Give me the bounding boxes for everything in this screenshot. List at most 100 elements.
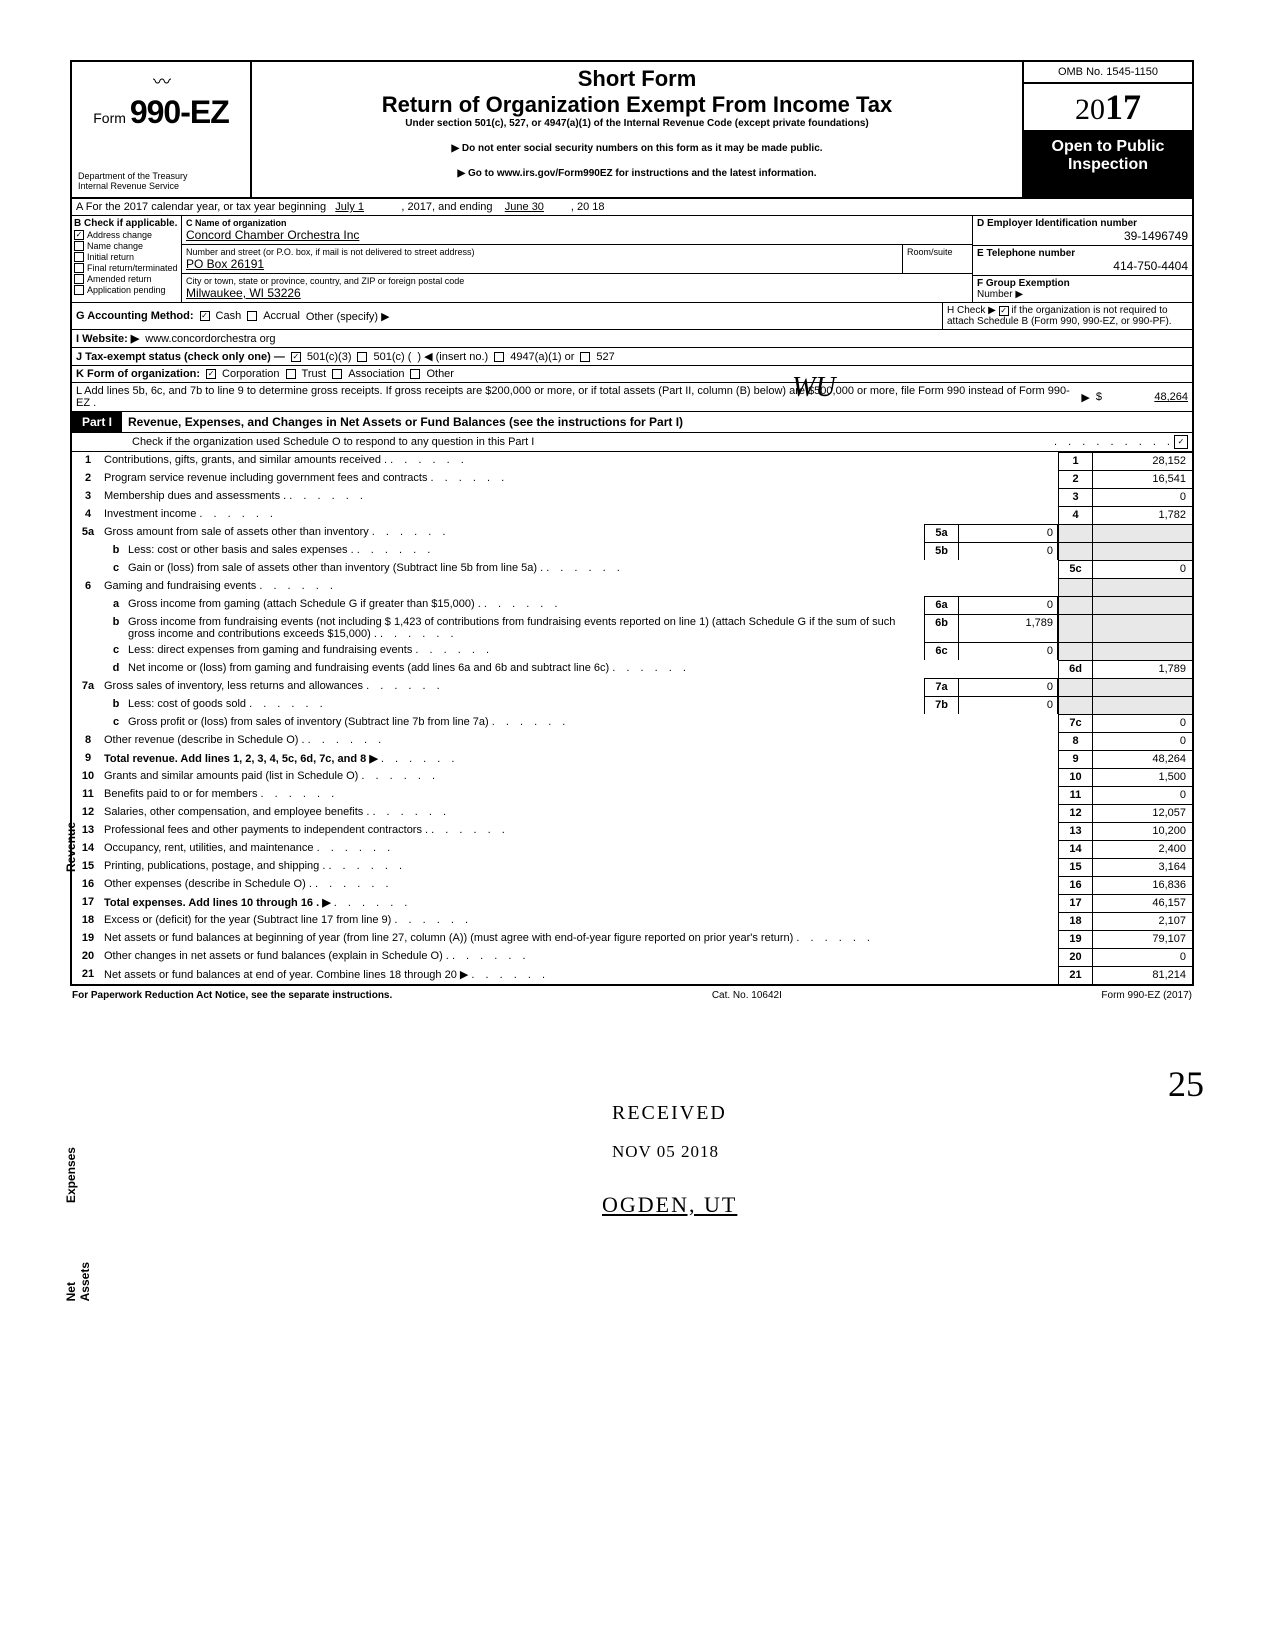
line-row: 18Excess or (deficit) for the year (Subt…: [72, 912, 1192, 930]
line-number: 12: [72, 804, 104, 822]
line-right-val: 0: [1092, 714, 1192, 732]
501c3-label: 501(c)(3): [307, 351, 352, 363]
line-right-num: 5c: [1058, 560, 1092, 578]
assoc-checkbox[interactable]: [332, 369, 342, 379]
line-desc: Occupancy, rent, utilities, and maintena…: [104, 840, 1058, 858]
col-b-item: ✓Address change: [74, 230, 179, 240]
initials-mark: WU: [792, 372, 836, 404]
line-mini-num: 6b: [924, 614, 958, 642]
line-desc: Less: cost of goods sold . . . . . .: [128, 696, 924, 714]
line-number: 16: [72, 876, 104, 894]
line-desc: Excess or (deficit) for the year (Subtra…: [104, 912, 1058, 930]
line-row: 8Other revenue (describe in Schedule O) …: [72, 732, 1192, 750]
line-mini-num: 5b: [924, 542, 958, 560]
h-checkbox[interactable]: ✓: [999, 306, 1009, 316]
line-right-val: [1092, 614, 1192, 642]
col-b-checkbox[interactable]: [74, 274, 84, 284]
line-right-val: 3,164: [1092, 858, 1192, 876]
other-method-label: Other (specify) ▶: [306, 310, 390, 323]
line-right-val: 0: [1092, 732, 1192, 750]
schedule-o-checkbox[interactable]: ✓: [1174, 435, 1188, 449]
right-box-col: OMB No. 1545-1150 2017 Open to Public In…: [1022, 62, 1192, 197]
row-j-status: J Tax-exempt status (check only one) — ✓…: [72, 348, 1192, 366]
col-b-checkbox[interactable]: [74, 263, 84, 273]
line-right-num: 18: [1058, 912, 1092, 930]
line-mini-num: 7a: [924, 678, 958, 696]
line-mini-val: 0: [958, 596, 1058, 614]
line-desc: Professional fees and other payments to …: [104, 822, 1058, 840]
h-label: H Check ▶: [947, 305, 996, 316]
tax-status-label: J Tax-exempt status (check only one) —: [76, 351, 285, 363]
col-b-item: Initial return: [74, 252, 179, 262]
line-right-val: 1,789: [1092, 660, 1192, 678]
line-right-num: 21: [1058, 966, 1092, 984]
col-b-checkbox[interactable]: ✓: [74, 230, 84, 240]
trust-label: Trust: [302, 368, 327, 380]
line-right-num: 1: [1058, 452, 1092, 470]
line-desc: Net assets or fund balances at beginning…: [104, 930, 1058, 948]
501c-label: 501(c) (: [373, 351, 411, 363]
line-row: 10Grants and similar amounts paid (list …: [72, 768, 1192, 786]
line-row: 19Net assets or fund balances at beginni…: [72, 930, 1192, 948]
col-b-item: Amended return: [74, 274, 179, 284]
line-desc: Printing, publications, postage, and shi…: [104, 858, 1058, 876]
cash-checkbox[interactable]: ✓: [200, 311, 210, 321]
line-right-val: 28,152: [1092, 452, 1192, 470]
col-b-item: Name change: [74, 241, 179, 251]
line-number: 1: [72, 452, 104, 470]
schedule-o-dots: . . . . . . . . .: [1054, 436, 1174, 448]
addr-value: PO Box 26191: [186, 257, 898, 271]
line-row: 20Other changes in net assets or fund ba…: [72, 948, 1192, 966]
line-right-val: 0: [1092, 786, 1192, 804]
handwritten-25: 25: [1168, 1063, 1204, 1105]
expenses-section-label: Expenses: [64, 1147, 78, 1203]
line-right-num: 4: [1058, 506, 1092, 524]
other-org-checkbox[interactable]: [410, 369, 420, 379]
501c-checkbox[interactable]: [357, 352, 367, 362]
website-label: I Website: ▶: [76, 332, 139, 345]
col-b-checkbox[interactable]: [74, 241, 84, 251]
corp-checkbox[interactable]: ✓: [206, 369, 216, 379]
row-k-org-form: K Form of organization: ✓ Corporation Tr…: [72, 366, 1192, 383]
line-sub: d: [104, 660, 128, 678]
line-desc: Program service revenue including govern…: [104, 470, 1058, 488]
line-row: dNet income or (loss) from gaming and fu…: [72, 660, 1192, 678]
line-desc: Other revenue (describe in Schedule O) .…: [104, 732, 1058, 750]
501c3-checkbox[interactable]: ✓: [291, 352, 301, 362]
trust-checkbox[interactable]: [286, 369, 296, 379]
line-number: 11: [72, 786, 104, 804]
line-row: 11Benefits paid to or for members . . . …: [72, 786, 1192, 804]
stamp-date: NOV 05 2018: [612, 1142, 719, 1162]
527-checkbox[interactable]: [580, 352, 590, 362]
line-right-val: 2,400: [1092, 840, 1192, 858]
col-b-checkbox[interactable]: [74, 285, 84, 295]
line-number: 17: [72, 894, 104, 912]
row-l-text: L Add lines 5b, 6c, and 7b to line 9 to …: [76, 385, 1075, 409]
form-page: 〰 Form 990-EZ Department of the Treasury…: [70, 60, 1194, 986]
col-b-label: Address change: [87, 230, 152, 240]
line-desc: Gross income from fundraising events (no…: [128, 614, 924, 642]
line-row: 2Program service revenue including gover…: [72, 470, 1192, 488]
line-desc: Less: direct expenses from gaming and fu…: [128, 642, 924, 660]
part-1-label: Part I: [72, 412, 122, 432]
line-row: 14Occupancy, rent, utilities, and mainte…: [72, 840, 1192, 858]
line-sub: b: [104, 696, 128, 714]
line-number: [72, 560, 104, 578]
col-b-header: B Check if applicable.: [74, 218, 179, 229]
col-b-checkbox[interactable]: [74, 252, 84, 262]
line-row: 15Printing, publications, postage, and s…: [72, 858, 1192, 876]
line-row: bGross income from fundraising events (n…: [72, 614, 1192, 642]
line-mini-num: 6c: [924, 642, 958, 660]
accrual-checkbox[interactable]: [247, 311, 257, 321]
line-number: 10: [72, 768, 104, 786]
line-right-val: [1092, 578, 1192, 596]
line-sub: b: [104, 614, 128, 642]
line-sub: c: [104, 560, 128, 578]
footer: For Paperwork Reduction Act Notice, see …: [70, 986, 1194, 1005]
4947-checkbox[interactable]: [494, 352, 504, 362]
other-org-label: Other: [426, 368, 454, 380]
line-mini-val: 0: [958, 642, 1058, 660]
col-b-label: Application pending: [87, 285, 166, 295]
line-number: 20: [72, 948, 104, 966]
line-row: 21Net assets or fund balances at end of …: [72, 966, 1192, 984]
